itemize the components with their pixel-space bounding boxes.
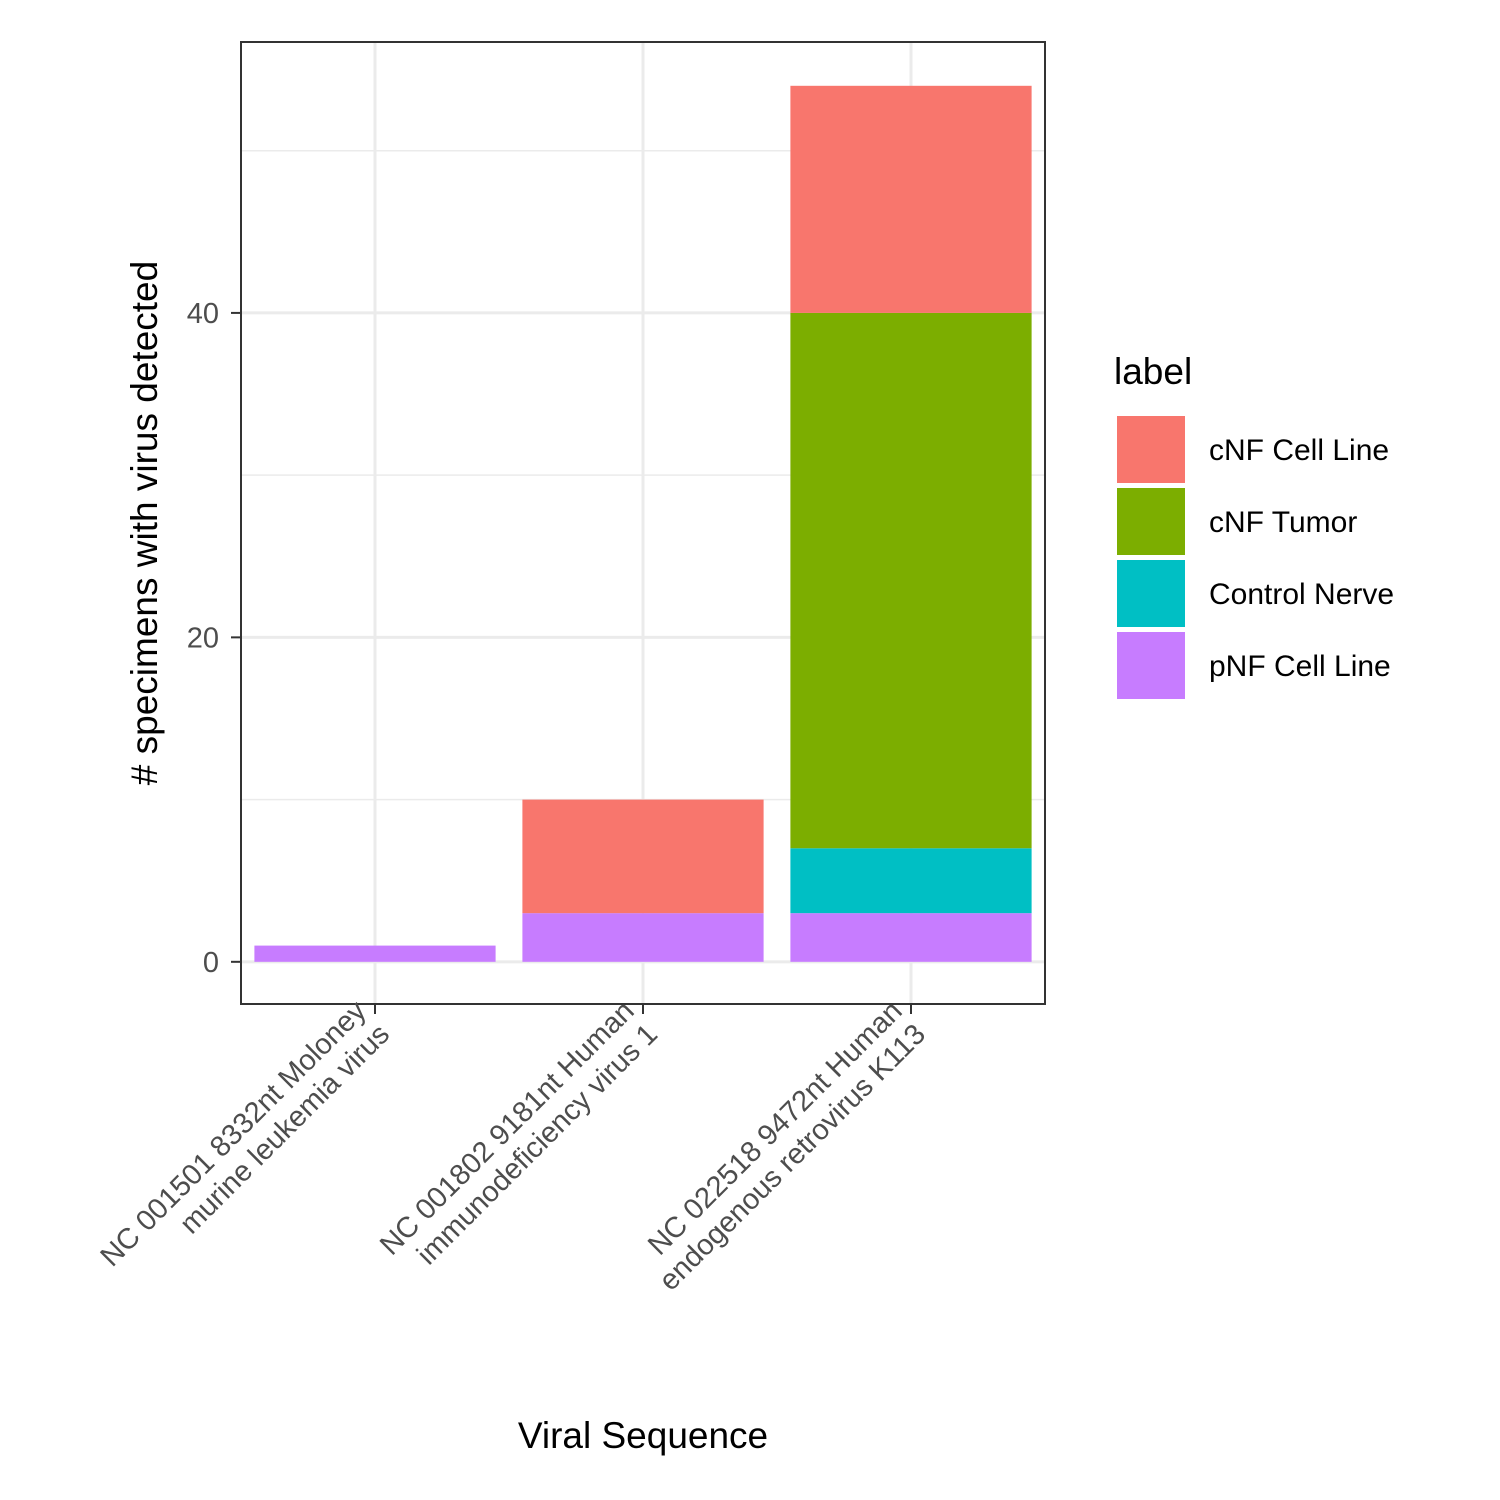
legend-label: Control Nerve [1209,578,1394,611]
bar-segment: pNF Cell Line: 3 [790,913,1032,962]
bar-segment: cNF Cell Line: 14 [790,85,1032,313]
bar-segment: Control Nerve: 4 [790,848,1032,914]
y-tick-label: 0 [203,947,219,979]
x-tick-label: NC 001802 9181nt Humanimmunodeficiency v… [374,995,664,1285]
legend-label: cNF Cell Line [1209,434,1389,467]
y-tick-label: 40 [187,298,219,330]
legend-key [1117,632,1185,699]
bars: pNF Cell Line: 1pNF Cell Line: 3cNF Cell… [254,85,1032,962]
y-axis-title: # specimens with virus detected [124,261,165,785]
bar-segment: cNF Tumor: 33 [790,312,1032,849]
bar-segment: pNF Cell Line: 1 [254,945,496,962]
legend: label cNF Cell Line cNF Tumor Control Nerv… [1114,351,1394,699]
legend-key [1117,560,1185,627]
x-axis-title: Viral Sequence [518,1415,768,1456]
legend-label: cNF Tumor [1209,506,1357,539]
y-tick-label: 20 [187,622,219,654]
bar-segment: cNF Cell Line: 7 [522,799,764,914]
bar-segment: pNF Cell Line: 3 [522,913,764,962]
legend-title: label [1114,351,1192,392]
x-tick-label: NC 022518 9472nt Humanendogenous retrovi… [630,995,932,1297]
legend-key [1117,416,1185,483]
legend-label: pNF Cell Line [1209,650,1391,683]
legend-key [1117,488,1185,555]
x-tick-label: NC 001501 8332nt Moloneymurine leukemia … [95,995,397,1297]
